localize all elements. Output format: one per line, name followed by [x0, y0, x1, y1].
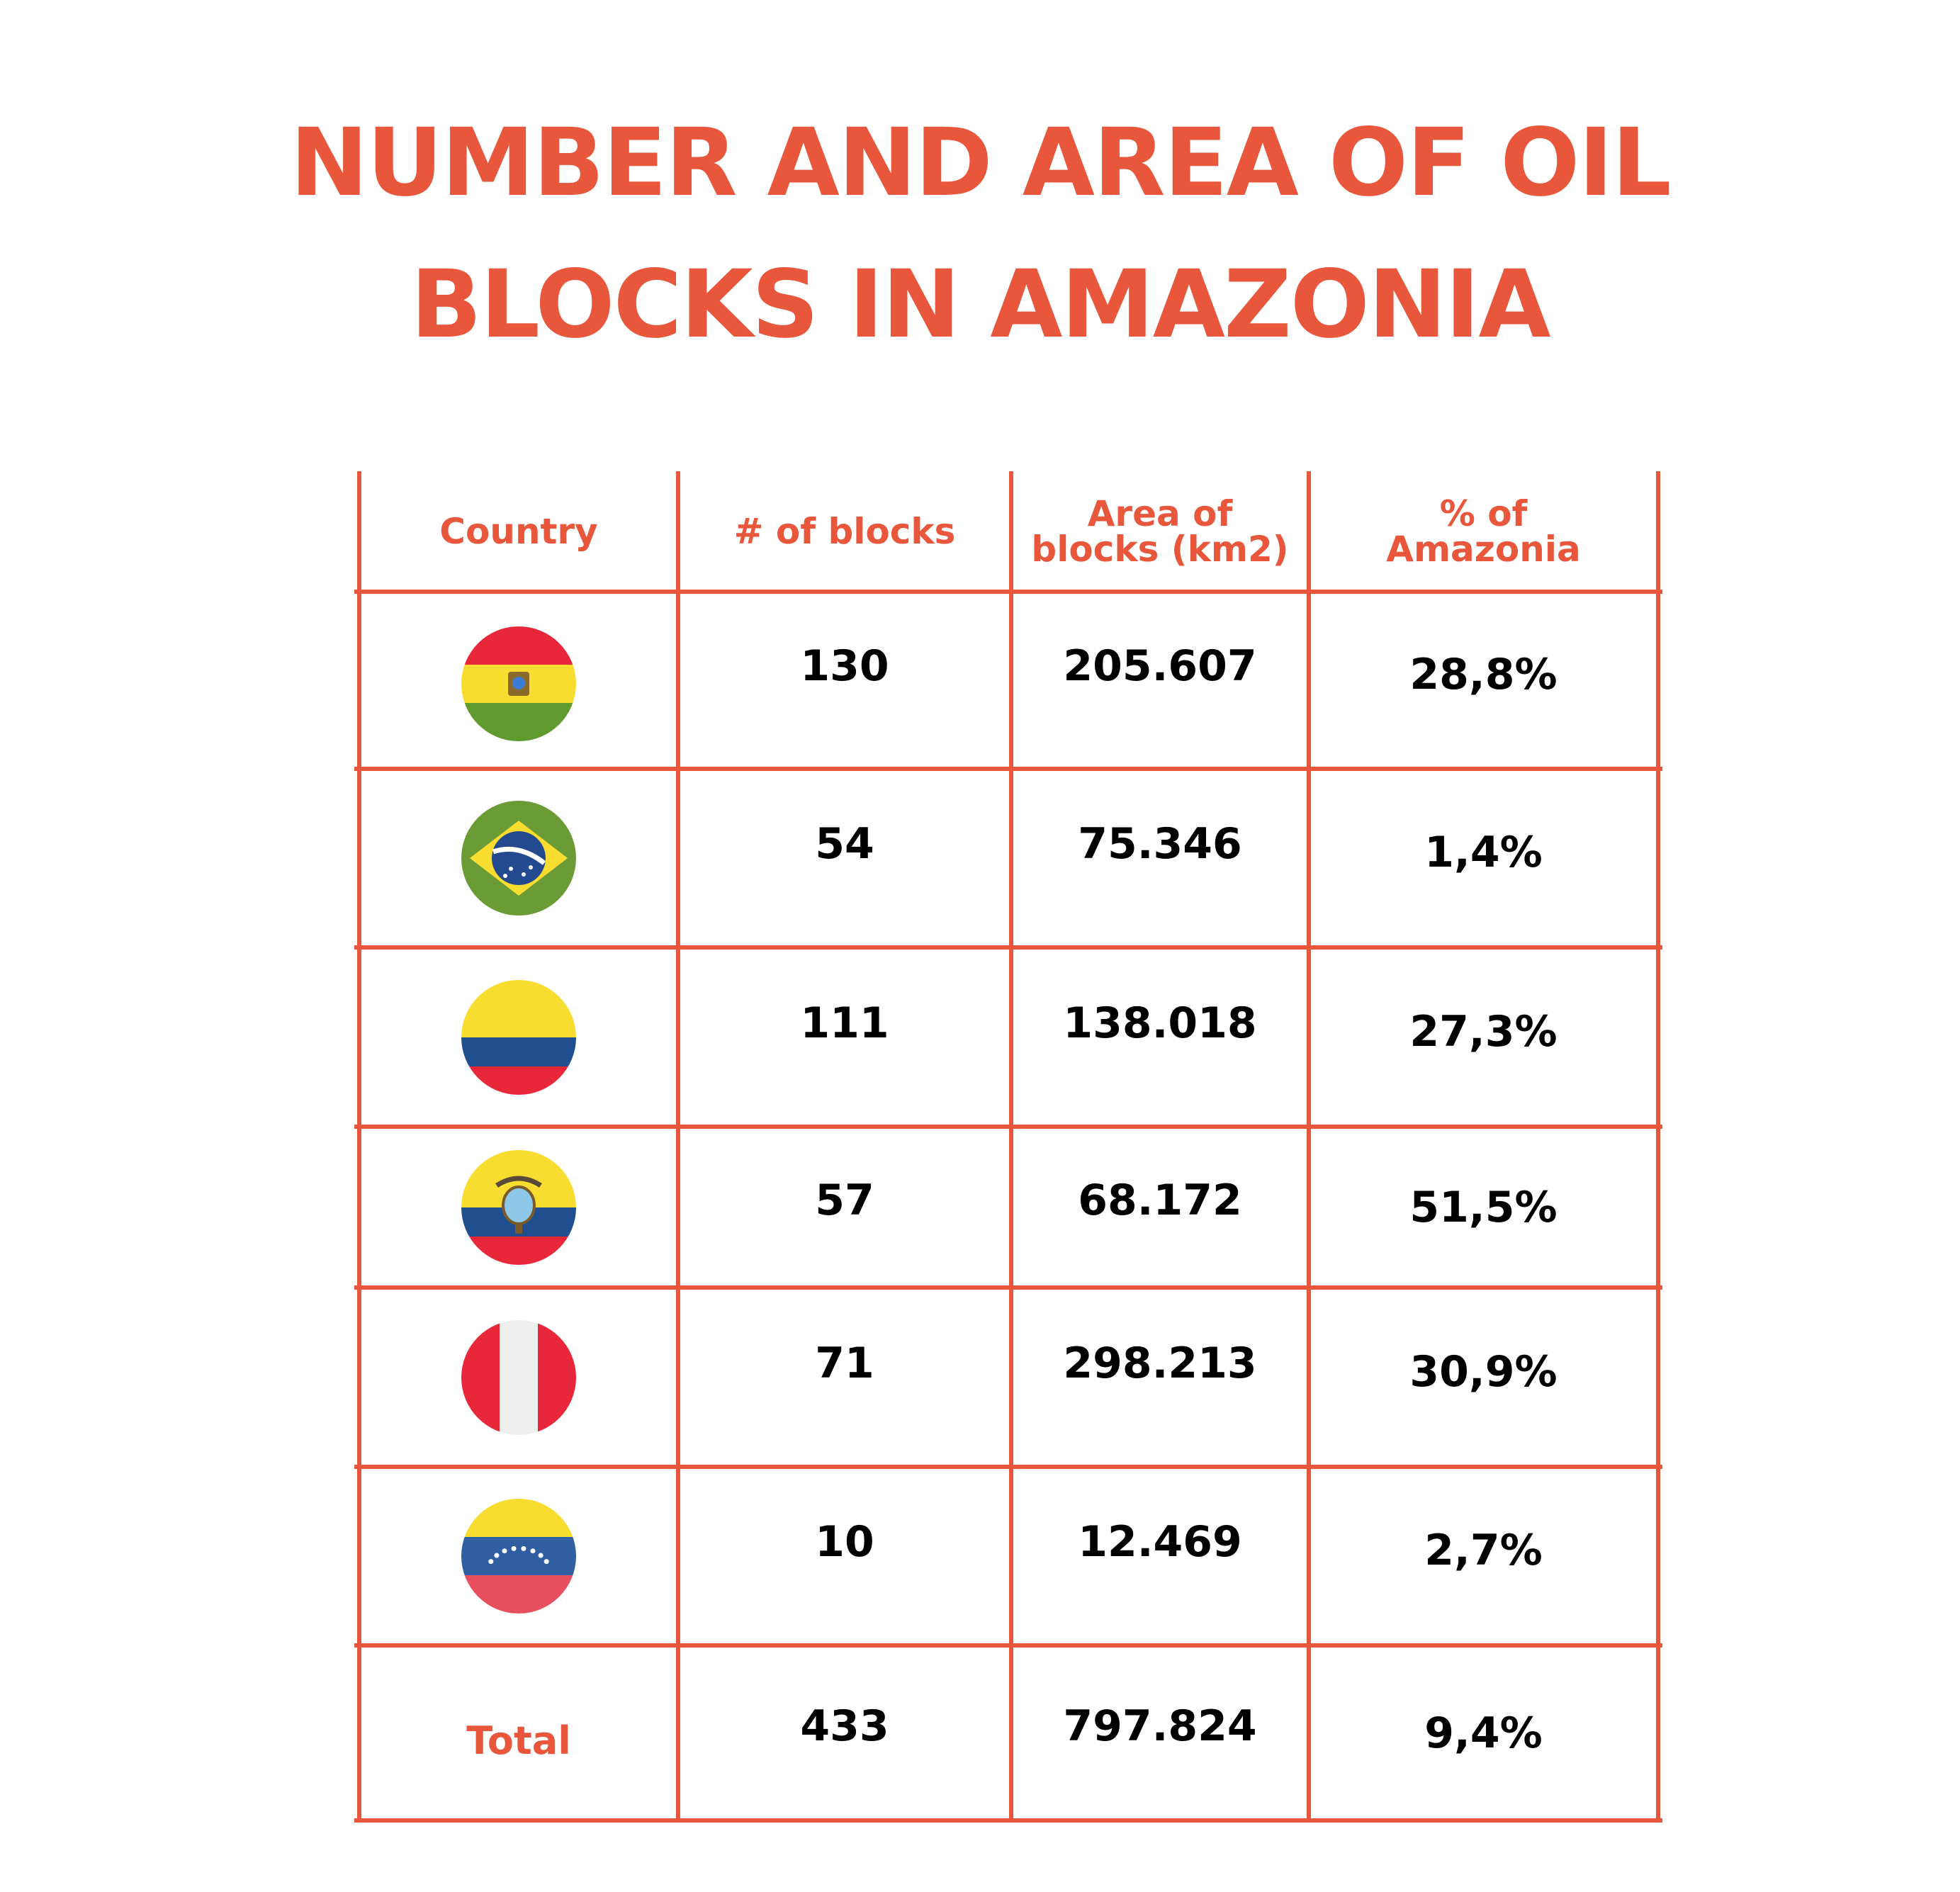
row-2-blocks: 54	[815, 819, 874, 869]
header-area-line-1: Area of	[1087, 493, 1233, 534]
grid-row-line-8	[354, 1818, 1662, 1823]
header-country: Country	[359, 471, 678, 592]
row-3-area: 138.018	[1063, 998, 1257, 1048]
header-country-label: Country	[439, 511, 598, 552]
grid-row-line-2	[354, 767, 1662, 771]
grid-col-line-5	[1656, 471, 1660, 1823]
total-blocks: 433	[800, 1701, 889, 1751]
row-6-pct: 2,7%	[1424, 1526, 1543, 1575]
row-6-blocks: 10	[815, 1517, 874, 1567]
row-4-blocks: 57	[815, 1175, 874, 1225]
ecuador-flag-icon	[461, 1149, 576, 1265]
header-pct-line-2: Amazonia	[1386, 529, 1581, 570]
grid-row-line-5	[354, 1285, 1662, 1290]
grid-row-line-6	[354, 1465, 1662, 1469]
header-pct: % of Amazonia	[1309, 471, 1658, 592]
page-title: NUMBER AND AREA OF OIL BLOCKS IN AMAZONI…	[0, 92, 1960, 376]
row-5-pct: 30,9%	[1409, 1346, 1558, 1397]
row-5-area: 298.213	[1063, 1338, 1257, 1388]
row-6-area: 12.469	[1078, 1517, 1242, 1567]
header-blocks: # of blocks	[678, 471, 1011, 592]
grid-row-line-7	[354, 1643, 1662, 1648]
row-2-area: 75.346	[1078, 819, 1242, 869]
colombia-flag-icon	[461, 979, 576, 1095]
grid-col-line-3	[1009, 471, 1013, 1823]
brazil-flag-icon	[461, 801, 576, 916]
row-2-pct: 1,4%	[1424, 828, 1543, 877]
total-pct: 9,4%	[1424, 1708, 1543, 1758]
header-pct-line-1: % of	[1439, 493, 1528, 534]
row-4-pct: 51,5%	[1409, 1182, 1558, 1232]
total-area: 797.824	[1063, 1701, 1257, 1751]
total-label: Total	[466, 1718, 571, 1763]
row-1-blocks: 130	[800, 641, 889, 691]
header-area-line-2: blocks (km2)	[1031, 529, 1289, 570]
grid-col-line-4	[1307, 471, 1311, 1823]
grid-row-line-1	[354, 590, 1662, 594]
title-line-1: NUMBER AND AREA OF OIL	[290, 108, 1671, 218]
header-blocks-label: # of blocks	[733, 511, 956, 552]
row-1-area: 205.607	[1063, 641, 1257, 691]
grid-row-line-4	[354, 1125, 1662, 1129]
venezuela-flag-icon	[461, 1499, 576, 1614]
row-4-area: 68.172	[1078, 1175, 1242, 1225]
grid-col-line-1	[357, 471, 361, 1823]
bolivia-flag-icon	[461, 626, 576, 741]
row-3-pct: 27,3%	[1409, 1006, 1558, 1057]
grid-col-line-2	[676, 471, 680, 1823]
row-3-blocks: 111	[800, 998, 889, 1048]
title-line-2: BLOCKS IN AMAZONIA	[410, 250, 1550, 359]
peru-flag-icon	[461, 1319, 576, 1435]
header-area: Area of blocks (km2)	[1011, 471, 1309, 592]
row-1-pct: 28,8%	[1409, 650, 1558, 699]
grid-row-line-3	[354, 945, 1662, 950]
row-5-blocks: 71	[815, 1338, 874, 1388]
